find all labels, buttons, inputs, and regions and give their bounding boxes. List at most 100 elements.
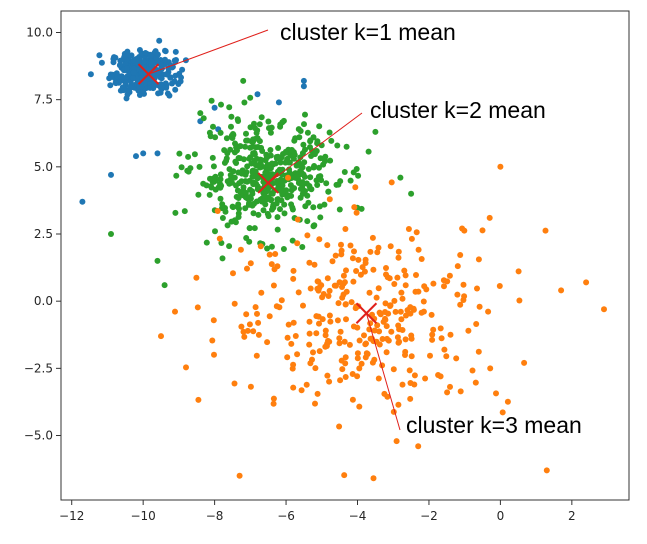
data-point-series-2 — [233, 160, 240, 166]
y-tick-label: −2.5 — [24, 361, 53, 375]
data-point-series-2 — [178, 164, 185, 171]
data-point-series-2 — [289, 204, 296, 211]
data-point-series-2 — [317, 214, 324, 221]
data-point-series-2 — [217, 171, 224, 178]
data-point-series-1 — [122, 79, 129, 86]
data-point-series-3 — [342, 360, 349, 367]
data-point-series-3 — [346, 341, 353, 348]
data-point-series-2 — [322, 153, 329, 160]
data-point-series-2 — [292, 174, 299, 181]
data-point-series-3 — [326, 378, 333, 385]
data-point-series-2 — [255, 211, 262, 218]
data-point-series-3 — [255, 331, 262, 338]
data-point-series-3 — [337, 377, 344, 384]
data-point-series-2 — [310, 204, 317, 211]
data-point-series-2 — [253, 155, 260, 162]
data-point-series-2 — [358, 205, 365, 212]
data-point-series-2 — [299, 244, 306, 250]
data-point-series-2 — [234, 203, 241, 210]
data-point-series-2 — [260, 207, 267, 214]
data-point-series-2 — [289, 237, 296, 244]
data-point-series-2 — [325, 188, 332, 195]
data-point-series-2 — [288, 147, 295, 153]
data-point-series-3 — [380, 318, 387, 325]
data-point-series-3 — [473, 321, 480, 327]
data-point-series-3 — [341, 472, 348, 479]
data-point-series-3 — [367, 335, 374, 342]
data-point-series-2 — [229, 135, 236, 141]
data-point-series-3 — [403, 312, 409, 319]
data-point-series-3 — [354, 373, 361, 380]
data-point-series-3 — [415, 246, 422, 253]
data-point-series-3 — [430, 326, 437, 333]
data-point-series-2 — [219, 255, 226, 262]
data-point-series-3 — [325, 337, 331, 344]
data-point-series-3 — [487, 365, 494, 372]
data-point-series-2 — [297, 154, 304, 161]
data-point-series-2 — [257, 160, 264, 167]
data-point-series-3 — [370, 475, 377, 482]
data-point-series-3 — [486, 214, 493, 221]
data-point-series-2 — [336, 206, 343, 213]
data-point-series-2 — [228, 113, 235, 120]
data-point-series-2 — [269, 206, 275, 213]
data-point-series-2 — [264, 210, 271, 217]
data-point-series-2 — [304, 129, 311, 136]
data-point-series-3 — [337, 328, 344, 335]
data-point-series-1 — [162, 48, 169, 55]
data-point-series-3 — [395, 322, 402, 329]
data-point-series-2 — [246, 155, 253, 162]
data-point-series-2 — [215, 184, 222, 191]
data-point-series-2 — [226, 243, 233, 250]
data-point-series-3 — [429, 331, 436, 338]
data-point-series-3 — [429, 336, 436, 343]
data-point-series-3 — [347, 242, 354, 249]
data-point-series-2 — [310, 223, 317, 230]
data-point-series-3 — [383, 323, 390, 330]
data-point-series-3 — [385, 310, 392, 317]
data-point-series-2 — [244, 137, 251, 144]
data-point-series-3 — [383, 271, 389, 278]
data-point-series-3 — [295, 289, 302, 296]
data-point-series-3 — [543, 467, 550, 474]
data-point-series-1 — [119, 84, 126, 91]
x-tick-label: −4 — [349, 509, 367, 523]
annotation-2: cluster k=2 mean — [267, 97, 546, 184]
x-tick-label: −10 — [130, 509, 155, 523]
data-point-series-1 — [130, 75, 137, 82]
data-point-series-3 — [474, 285, 480, 292]
data-point-series-3 — [319, 316, 326, 323]
data-point-series-3 — [388, 179, 395, 186]
x-tick-label: −8 — [206, 509, 224, 523]
data-point-series-3 — [479, 227, 486, 234]
data-point-series-3 — [355, 256, 362, 263]
data-point-series-3 — [324, 275, 331, 282]
data-point-series-2 — [274, 180, 281, 187]
data-point-series-3 — [342, 226, 349, 232]
data-point-series-2 — [212, 134, 219, 141]
data-point-series-3 — [327, 318, 334, 325]
data-point-series-1 — [130, 57, 137, 64]
x-axis-ticks: −12 −10 −8 −6 −4 −2 0 2 — [59, 500, 576, 523]
data-point-series-1 — [96, 52, 103, 59]
data-point-series-2 — [365, 148, 372, 155]
data-point-series-2 — [210, 123, 216, 130]
data-point-series-2 — [277, 159, 284, 166]
data-point-series-2 — [259, 148, 266, 154]
data-point-series-3 — [356, 365, 363, 372]
data-point-series-3 — [338, 241, 344, 248]
data-point-series-1 — [254, 91, 261, 98]
data-point-series-3 — [353, 209, 360, 216]
data-point-series-3 — [399, 327, 406, 333]
data-point-series-3 — [343, 267, 349, 274]
data-point-series-3 — [268, 261, 275, 268]
data-point-series-1 — [87, 71, 94, 78]
data-point-series-3 — [309, 356, 315, 363]
data-point-series-3 — [335, 300, 342, 307]
data-point-series-3 — [289, 365, 296, 372]
data-point-series-2 — [234, 116, 241, 123]
data-point-series-2 — [200, 115, 207, 122]
data-point-series-2 — [281, 210, 288, 217]
data-point-series-3 — [252, 304, 259, 311]
data-point-series-2 — [316, 123, 323, 130]
